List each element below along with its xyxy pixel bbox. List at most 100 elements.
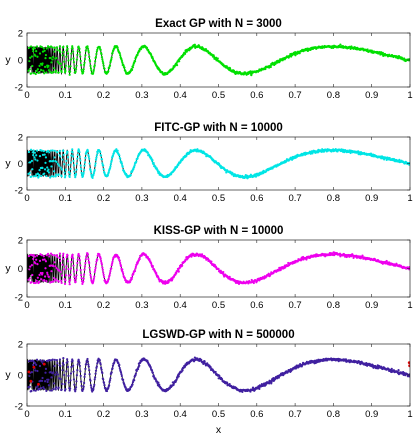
marker-point	[148, 258, 151, 261]
marker-point	[172, 383, 175, 386]
marker-point	[93, 383, 96, 386]
marker-point	[61, 158, 64, 161]
marker-point	[28, 59, 31, 63]
marker-point	[29, 253, 33, 256]
x-tick-label: 0	[24, 300, 29, 311]
marker-point	[34, 262, 37, 265]
x-tick-label: 0.7	[288, 90, 301, 101]
marker-point	[97, 360, 100, 363]
marker-point	[52, 159, 55, 162]
marker-point	[64, 279, 67, 282]
marker-point	[99, 366, 103, 369]
marker-point	[111, 154, 115, 157]
marker-point	[76, 153, 79, 156]
marker-point	[87, 365, 90, 368]
marker-point	[73, 66, 76, 70]
panel-title: FITC-GP with N = 10000	[154, 122, 283, 134]
marker-point	[56, 373, 59, 376]
marker-point	[228, 382, 231, 386]
marker-point	[135, 160, 138, 163]
marker-point	[269, 65, 272, 69]
marker-point	[77, 252, 80, 256]
marker-point	[41, 271, 44, 275]
marker-point	[62, 252, 65, 255]
x-tick-label: 1	[407, 300, 412, 311]
marker-point	[102, 378, 105, 381]
marker-point	[43, 275, 47, 278]
marker-point	[45, 280, 48, 283]
marker-point	[89, 168, 92, 172]
marker-point	[31, 273, 34, 277]
marker-point	[63, 282, 67, 285]
marker-point	[59, 259, 62, 263]
marker-point	[29, 148, 33, 151]
marker-point	[83, 273, 86, 276]
marker-point	[57, 173, 60, 176]
marker-point	[116, 46, 119, 49]
marker-point	[60, 281, 63, 285]
x-tick-label: 0.1	[59, 409, 72, 420]
marker-point	[75, 268, 79, 272]
marker-point	[55, 46, 59, 49]
marker-point	[94, 162, 97, 165]
marker-point	[34, 389, 37, 392]
marker-point	[60, 175, 63, 178]
marker-point	[138, 50, 141, 53]
marker-point	[111, 367, 114, 370]
marker-point	[41, 153, 45, 156]
marker-point	[264, 67, 267, 71]
marker-point	[107, 277, 110, 280]
marker-point	[55, 56, 58, 60]
marker-point	[80, 63, 83, 67]
marker-point	[35, 50, 38, 53]
y-tick-label: -2	[15, 292, 23, 303]
marker-point	[38, 64, 41, 67]
marker-point	[113, 361, 116, 364]
panel-1: Exact GP with N = 3000 0 0.1 0.2 0.3 0.4 0.5 0.…	[5, 18, 412, 101]
marker-point	[134, 265, 137, 269]
marker-point	[61, 369, 64, 372]
marker-point	[73, 278, 76, 282]
marker-point	[39, 359, 42, 362]
marker-point	[41, 258, 45, 261]
marker-point	[100, 56, 104, 59]
marker-point	[42, 150, 45, 153]
marker-point	[60, 279, 63, 282]
marker-point	[44, 53, 48, 57]
marker-point	[42, 255, 45, 258]
marker-point	[62, 257, 65, 261]
marker-point	[59, 270, 62, 274]
marker-point	[88, 55, 91, 59]
marker-point	[83, 164, 86, 167]
marker-point	[54, 388, 57, 391]
marker-point	[78, 51, 81, 54]
marker-point	[41, 62, 44, 65]
marker-point	[76, 50, 79, 53]
x-axis-label: x	[216, 424, 222, 436]
marker-point	[108, 384, 111, 387]
marker-point	[92, 385, 95, 388]
marker-point	[35, 254, 39, 257]
marker-point	[76, 53, 79, 56]
marker-point	[64, 64, 67, 67]
y-tick-label: 2	[18, 28, 23, 39]
marker-point	[83, 373, 87, 376]
marker-point	[64, 379, 67, 382]
marker-point	[42, 47, 45, 50]
marker-point	[29, 265, 32, 268]
marker-point	[99, 151, 102, 154]
marker-point	[80, 384, 83, 387]
marker-point	[102, 273, 105, 276]
marker-point	[181, 369, 184, 372]
marker-point	[82, 277, 85, 280]
marker-point	[57, 386, 60, 389]
marker-point	[72, 159, 75, 163]
marker-point	[52, 55, 55, 59]
marker-point	[37, 175, 40, 178]
marker-point	[86, 360, 90, 363]
marker-point	[103, 67, 106, 70]
marker-point	[83, 375, 86, 379]
marker-point	[175, 64, 179, 67]
marker-point	[43, 153, 46, 156]
marker-point	[56, 151, 59, 154]
